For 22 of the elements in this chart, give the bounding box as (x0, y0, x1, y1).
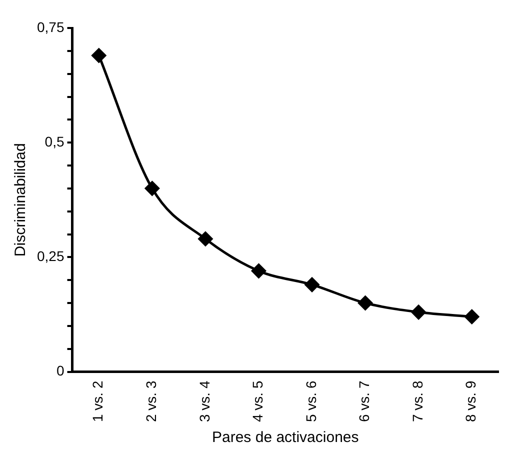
y-tick-label: 0,25 (37, 248, 64, 264)
x-tick-label: 1 vs. 2 (90, 380, 106, 422)
x-tick-label: 5 vs. 6 (302, 380, 319, 422)
point (92, 48, 106, 63)
point (198, 232, 213, 246)
x-tick-label: 2 vs. 3 (143, 380, 160, 422)
y-tick-label: 0 (56, 362, 64, 379)
x-tick-label: 4 vs. 5 (250, 380, 266, 422)
y-axis-title: Discriminabilidad (12, 143, 30, 257)
point (251, 264, 266, 278)
point (304, 277, 320, 292)
y-tick-label: 0,5 (44, 133, 64, 150)
x-tick-label: 7 vs. 8 (409, 380, 426, 422)
point (411, 304, 426, 320)
point (144, 181, 160, 196)
x-tick-label: 8 vs. 9 (462, 380, 479, 422)
x-tick-label: 6 vs. 7 (356, 380, 372, 422)
x-axis-title: Pares de activaciones (212, 429, 359, 446)
point (464, 310, 480, 324)
point (358, 296, 373, 310)
x-tick-label: 3 vs. 4 (196, 380, 212, 422)
y-tick-label: 0,75 (37, 18, 64, 35)
